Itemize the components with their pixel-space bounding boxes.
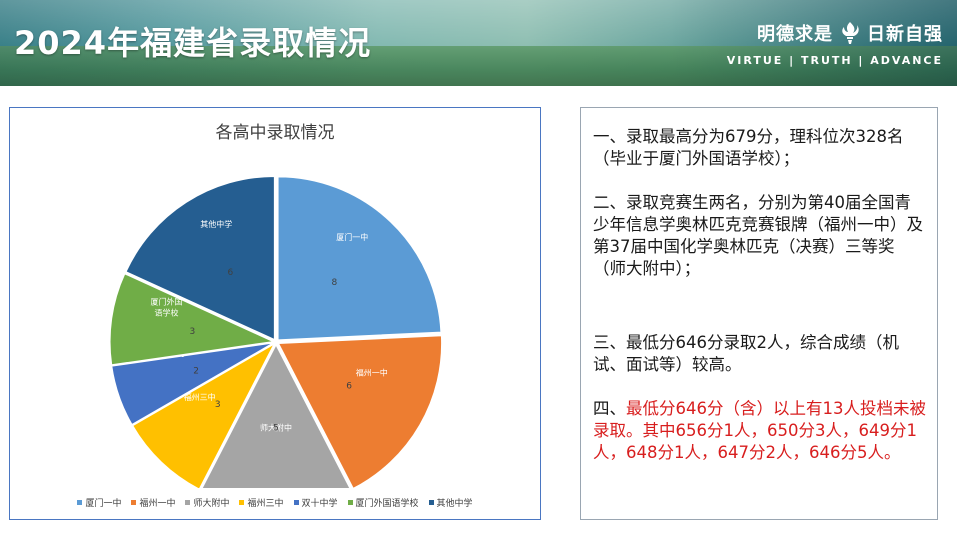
legend-swatch — [293, 500, 299, 505]
legend-label: 厦门一中 — [85, 499, 122, 509]
legend-label: 师大附中 — [193, 499, 230, 509]
banner-shade — [0, 0, 957, 86]
pie-slice — [109, 273, 275, 366]
pie-slice — [277, 335, 443, 488]
legend-item: 厦门一中 — [77, 496, 121, 509]
slice-label: 其他中学 — [200, 219, 232, 229]
motto-en: VIRTUE | TRUTH | ADVANCE — [726, 54, 943, 67]
slice-value: 8 — [331, 278, 337, 288]
pie-slice — [132, 342, 276, 488]
legend-item: 福州一中 — [131, 496, 175, 509]
legend-label: 厦门外国语学校 — [355, 499, 419, 509]
info-point-4-highlight: 最低分646分（含）以上有13人投档未被录取。其中656分1人，650分3人，6… — [593, 399, 926, 462]
admission-info-panel: 一、录取最高分为679分，理科位次328名（毕业于厦门外国语学校）； 二、录取竞… — [580, 107, 938, 520]
info-point-3: 三、最低分646分录取2人，综合成绩（机试、面试等）较高。 — [593, 333, 899, 374]
school-motto: 明德求是 日新自强 VIRTUE | TRUTH | ADVANCE — [713, 20, 943, 67]
motto-cn-left: 明德求是 — [757, 24, 833, 45]
motto-cn: 明德求是 日新自强 — [713, 20, 943, 46]
pie-slice — [111, 342, 274, 426]
legend-item: 其他中学 — [428, 496, 473, 509]
chart-title: 各高中录取情况 — [215, 123, 335, 143]
slice-value: 3 — [189, 327, 195, 337]
legend-item: 厦门外国语学校 — [347, 496, 419, 509]
header-banner: 2024年福建省录取情况 明德求是 日新自强 VIRTUE | TRUTH | … — [0, 0, 957, 86]
slice-label: 福州一中 — [356, 367, 388, 377]
slice-value: 6 — [346, 381, 352, 391]
page-title: 2024年福建省录取情况 — [14, 24, 372, 62]
legend-item: 双十中学 — [293, 496, 338, 509]
legend-label: 福州一中 — [139, 499, 176, 509]
chart-legend: 厦门一中 福州一中 师大附中 福州三中 双十中学 厦门外国语学校 其他中学 — [10, 496, 540, 509]
info-point-4-prefix: 四、 — [593, 399, 626, 418]
legend-item: 福州三中 — [239, 496, 284, 509]
slice-label: 厦门一中 — [336, 232, 368, 242]
legend-swatch — [347, 500, 353, 505]
info-point-4: 四、最低分646分（含）以上有13人投档未被录取。其中656分1人，650分3人… — [593, 398, 927, 464]
legend-label: 其他中学 — [436, 499, 473, 509]
info-point-1: 一、录取最高分为679分，理科位次328名（毕业于厦门外国语学校）； — [593, 127, 904, 168]
torch-emblem-icon — [839, 21, 861, 45]
slice-label: 语学校 — [155, 307, 179, 317]
slice-value: 5 — [273, 424, 279, 434]
slice-value: 2 — [193, 367, 199, 377]
info-point-2: 二、录取竞赛生两名，分别为第40届全国青少年信息学奥林匹克竞赛银牌（福州一中）及… — [593, 193, 923, 278]
slice-label: 厦门外国 — [151, 296, 183, 306]
legend-label: 福州三中 — [247, 499, 284, 509]
legend-swatch — [428, 500, 434, 505]
pie-slice — [201, 343, 351, 488]
slice-label: 福州三中 — [184, 392, 216, 402]
motto-cn-right: 日新自强 — [867, 24, 943, 45]
slice-label: 师大附中 — [260, 423, 292, 433]
banner-sky — [0, 0, 957, 50]
banner-landscape — [0, 46, 957, 86]
legend-label: 双十中学 — [301, 499, 338, 509]
legend-swatch — [131, 500, 137, 505]
pie-chart: 厦门一中8福州一中6师大附中5福州三中3双十中学2厦门外国语学校3其他中学6 — [109, 175, 443, 488]
pie-slice — [277, 176, 442, 341]
legend-swatch — [77, 500, 83, 505]
slice-value: 3 — [215, 400, 221, 410]
slice-value: 6 — [227, 268, 233, 278]
legend-swatch — [185, 500, 191, 505]
legend-swatch — [239, 500, 245, 505]
pie-chart-container: 各高中录取情况 厦门一中8福州一中6师大附中5福州三中3双十中学2厦门外国语学校… — [9, 107, 541, 520]
pie-slice — [125, 175, 275, 341]
legend-item: 师大附中 — [185, 496, 229, 509]
